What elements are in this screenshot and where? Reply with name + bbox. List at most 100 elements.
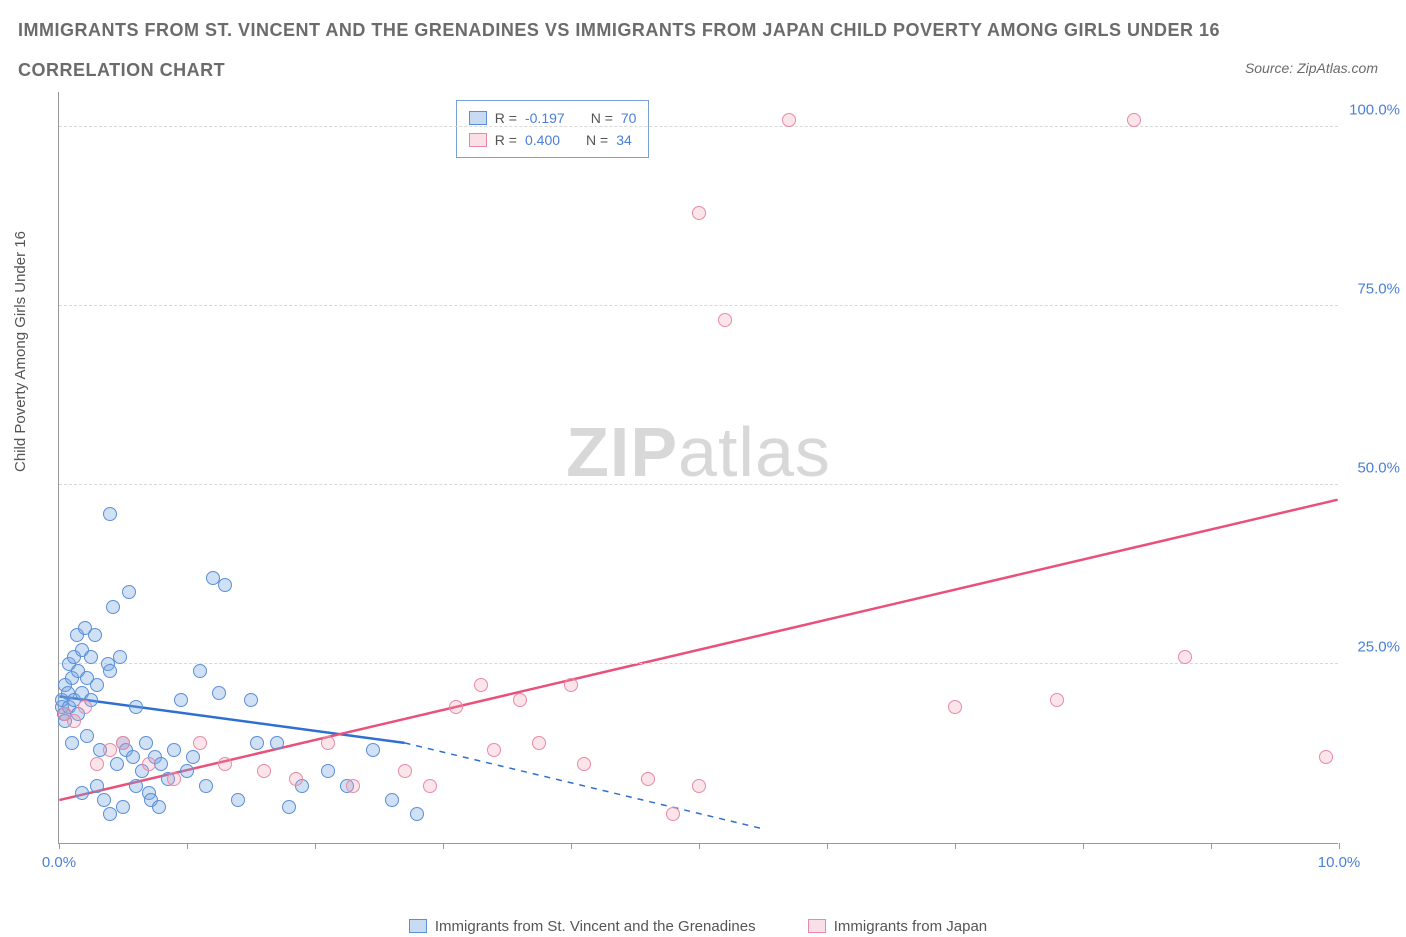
data-point-japan xyxy=(193,736,207,750)
x-tick xyxy=(443,843,444,849)
data-point-japan xyxy=(78,700,92,714)
gridline xyxy=(59,663,1338,664)
data-point-japan xyxy=(782,113,796,127)
x-tick xyxy=(827,843,828,849)
data-point-st-vincent xyxy=(167,743,181,757)
data-point-japan xyxy=(423,779,437,793)
data-point-japan xyxy=(218,757,232,771)
data-point-st-vincent xyxy=(122,585,136,599)
data-point-japan xyxy=(1178,650,1192,664)
correlation-legend: R = -0.197 N = 70 R = 0.400 N = 34 xyxy=(456,100,650,158)
data-point-japan xyxy=(67,714,81,728)
data-point-st-vincent xyxy=(90,779,104,793)
data-point-st-vincent xyxy=(103,507,117,521)
legend-item-japan: Immigrants from Japan xyxy=(808,918,987,935)
x-tick xyxy=(1339,843,1340,849)
data-point-japan xyxy=(718,313,732,327)
data-point-japan xyxy=(257,764,271,778)
data-point-japan xyxy=(289,772,303,786)
data-point-japan xyxy=(564,678,578,692)
trend-lines xyxy=(59,92,1338,843)
swatch-pink xyxy=(469,133,487,147)
data-point-st-vincent xyxy=(385,793,399,807)
data-point-japan xyxy=(167,772,181,786)
data-point-st-vincent xyxy=(129,779,143,793)
data-point-japan xyxy=(1127,113,1141,127)
gridline xyxy=(59,126,1338,127)
data-point-st-vincent xyxy=(88,628,102,642)
data-point-japan xyxy=(692,206,706,220)
data-point-st-vincent xyxy=(139,736,153,750)
data-point-japan xyxy=(103,743,117,757)
data-point-st-vincent xyxy=(180,764,194,778)
x-tick xyxy=(187,843,188,849)
data-point-japan xyxy=(641,772,655,786)
data-point-st-vincent xyxy=(270,736,284,750)
data-point-japan xyxy=(90,757,104,771)
data-point-st-vincent xyxy=(154,757,168,771)
data-point-st-vincent xyxy=(206,571,220,585)
data-point-st-vincent xyxy=(186,750,200,764)
chart-title-line2: CORRELATION CHART xyxy=(18,60,225,81)
data-point-st-vincent xyxy=(103,664,117,678)
swatch-pink xyxy=(808,919,826,933)
data-point-japan xyxy=(513,693,527,707)
data-point-japan xyxy=(116,736,130,750)
data-point-japan xyxy=(1319,750,1333,764)
chart-title-line1: IMMIGRANTS FROM ST. VINCENT AND THE GREN… xyxy=(18,20,1220,41)
data-point-st-vincent xyxy=(152,800,166,814)
source-attribution: Source: ZipAtlas.com xyxy=(1245,60,1378,76)
gridline xyxy=(59,484,1338,485)
data-point-st-vincent xyxy=(106,600,120,614)
data-point-st-vincent xyxy=(116,800,130,814)
data-point-st-vincent xyxy=(110,757,124,771)
x-tick xyxy=(59,843,60,849)
swatch-blue xyxy=(409,919,427,933)
data-point-st-vincent xyxy=(80,729,94,743)
data-point-st-vincent xyxy=(321,764,335,778)
data-point-japan xyxy=(692,779,706,793)
data-point-japan xyxy=(1050,693,1064,707)
data-point-japan xyxy=(532,736,546,750)
data-point-st-vincent xyxy=(129,700,143,714)
data-point-japan xyxy=(398,764,412,778)
data-point-japan xyxy=(487,743,501,757)
data-point-japan xyxy=(142,757,156,771)
swatch-blue xyxy=(469,111,487,125)
x-tick xyxy=(1211,843,1212,849)
data-point-st-vincent xyxy=(366,743,380,757)
data-point-japan xyxy=(948,700,962,714)
data-point-st-vincent xyxy=(126,750,140,764)
data-point-st-vincent xyxy=(103,807,117,821)
series-legend: Immigrants from St. Vincent and the Gren… xyxy=(58,918,1338,937)
x-tick xyxy=(699,843,700,849)
y-tick-label: 75.0% xyxy=(1357,280,1400,297)
x-tick xyxy=(1083,843,1084,849)
x-tick xyxy=(315,843,316,849)
data-point-japan xyxy=(666,807,680,821)
x-tick-label: 10.0% xyxy=(1318,854,1361,871)
data-point-st-vincent xyxy=(84,650,98,664)
data-point-st-vincent xyxy=(97,793,111,807)
data-point-japan xyxy=(474,678,488,692)
data-point-st-vincent xyxy=(410,807,424,821)
y-tick-label: 25.0% xyxy=(1357,638,1400,655)
data-point-japan xyxy=(449,700,463,714)
plot-area: ZIPatlas R = -0.197 N = 70 R = 0.400 N =… xyxy=(58,92,1338,844)
data-point-japan xyxy=(321,736,335,750)
legend-item-st-vincent: Immigrants from St. Vincent and the Gren… xyxy=(409,918,756,935)
data-point-st-vincent xyxy=(174,693,188,707)
data-point-st-vincent xyxy=(282,800,296,814)
x-tick xyxy=(955,843,956,849)
data-point-st-vincent xyxy=(193,664,207,678)
data-point-japan xyxy=(577,757,591,771)
data-point-st-vincent xyxy=(65,736,79,750)
data-point-st-vincent xyxy=(90,678,104,692)
data-point-st-vincent xyxy=(212,686,226,700)
data-point-st-vincent xyxy=(244,693,258,707)
y-tick-label: 50.0% xyxy=(1357,459,1400,476)
x-tick-label: 0.0% xyxy=(42,854,76,871)
data-point-st-vincent xyxy=(75,786,89,800)
y-axis-label: Child Poverty Among Girls Under 16 xyxy=(12,231,29,472)
y-tick-label: 100.0% xyxy=(1349,101,1400,118)
